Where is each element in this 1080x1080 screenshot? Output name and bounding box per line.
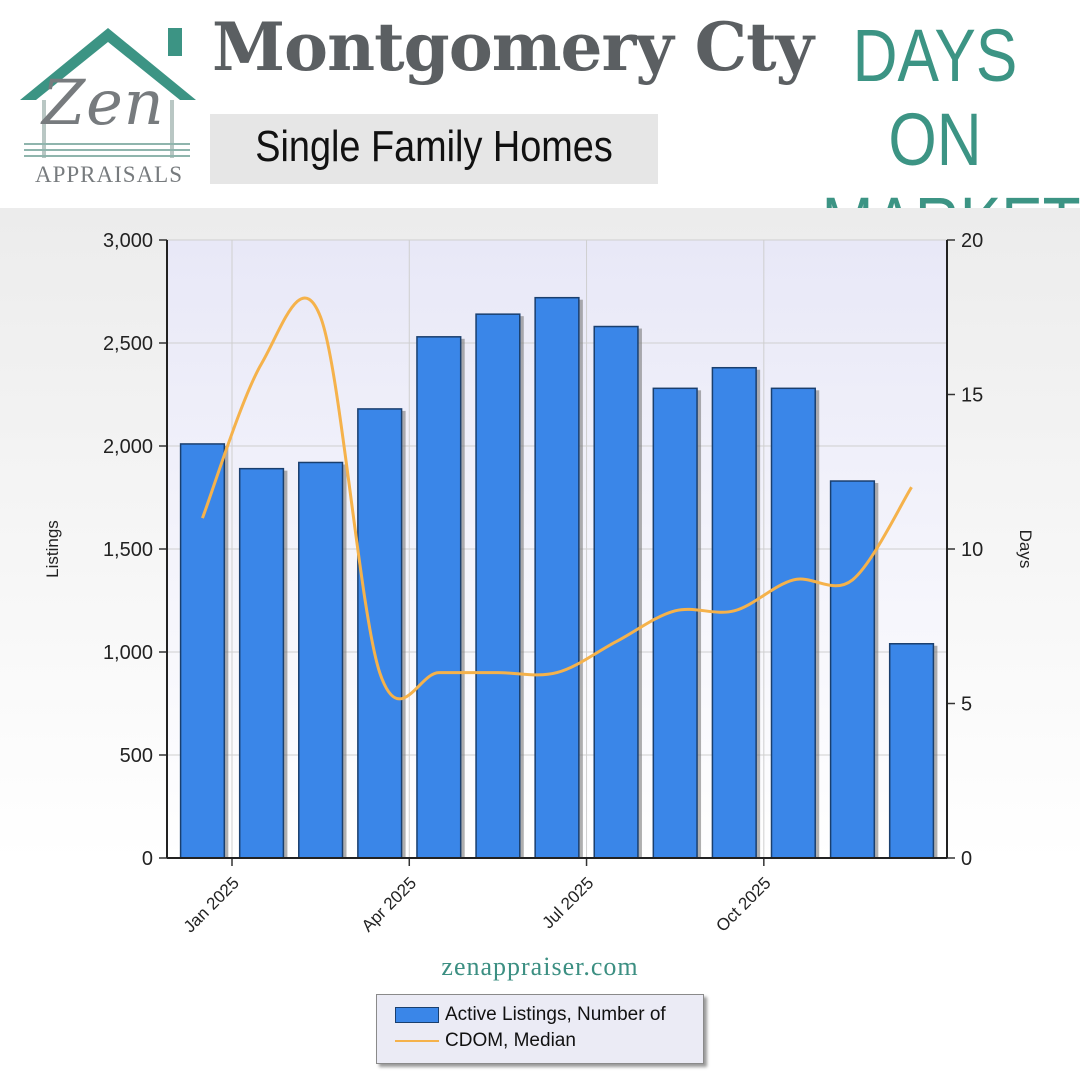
legend-item-cdom: CDOM, Median: [395, 1029, 576, 1053]
legend-label-listings: Active Listings, Number of: [445, 1004, 666, 1025]
bar-active-listings: [416, 336, 462, 859]
x-tick-label: Apr 2025: [358, 873, 420, 935]
line-cdom-median: [201, 296, 913, 701]
y-axis-title: Listings: [43, 520, 62, 578]
y2-tick-label: 0: [961, 848, 972, 870]
legend-swatch-bar: [395, 1007, 439, 1023]
chart-legend: Active Listings, Number of CDOM, Median: [376, 994, 704, 1064]
legend-swatch-line: [395, 1040, 439, 1042]
x-tick-label: Oct 2025: [712, 873, 774, 935]
metric-title-line1: DAYS ON: [852, 14, 1018, 181]
y2-axis-title: Days: [1016, 530, 1035, 569]
logo-wordmark: Zen: [42, 66, 165, 139]
legend-item-listings: Active Listings, Number of: [395, 1003, 666, 1027]
bar-active-listings: [593, 325, 639, 859]
bar-active-listings: [357, 408, 403, 859]
bar-active-listings: [238, 467, 285, 859]
y-tick-label: 2,000: [103, 436, 153, 458]
chart-panel: 0 500 1,000 1,500 2,000 2,500 3,000 0 5 10 15 20 Jan…: [0, 208, 1080, 1080]
zen-appraisals-logo: Zen APPRAISALS: [18, 22, 198, 192]
y-tick-label: 1,500: [103, 539, 153, 561]
bar-active-listings: [298, 461, 344, 859]
bar-active-listings: [534, 296, 580, 859]
bar-active-listings: [829, 480, 876, 859]
bar-active-listings: [888, 643, 935, 859]
property-type-badge: Single Family Homes: [210, 114, 658, 184]
house-roof-icon: [20, 28, 196, 158]
bar-active-listings: [770, 387, 816, 859]
y2-tick-label: 20: [961, 230, 983, 252]
logo-subtitle: APPRAISALS: [34, 162, 184, 187]
y2-tick-label: 10: [961, 539, 983, 561]
x-tick-label: Jan 2025: [180, 873, 243, 936]
property-type-label: Single Family Homes: [255, 122, 613, 171]
y-tick-label: 1,000: [103, 642, 153, 664]
website-url: zenappraiser.com: [441, 952, 639, 981]
y2-tick-label: 5: [961, 694, 972, 716]
y2-tick-label: 15: [961, 385, 983, 407]
legend-label-cdom: CDOM, Median: [445, 1030, 576, 1051]
listings-dom-chart: 0 500 1,000 1,500 2,000 2,500 3,000 0 5 10 15 20 Jan…: [43, 230, 1035, 936]
y-tick-label: 500: [120, 745, 153, 767]
y-tick-label: 2,500: [103, 333, 153, 355]
x-tick-label: Jul 2025: [538, 873, 597, 932]
header: Zen APPRAISALS Montgomery Cty Single Fam…: [0, 0, 1080, 265]
bar-active-listings: [652, 387, 698, 859]
bar-active-listings: [179, 443, 226, 859]
city-title: Montgomery Cty: [212, 8, 814, 86]
y-tick-label: 3,000: [103, 230, 153, 252]
y-tick-label: 0: [142, 848, 153, 870]
bar-active-listings: [475, 313, 521, 859]
